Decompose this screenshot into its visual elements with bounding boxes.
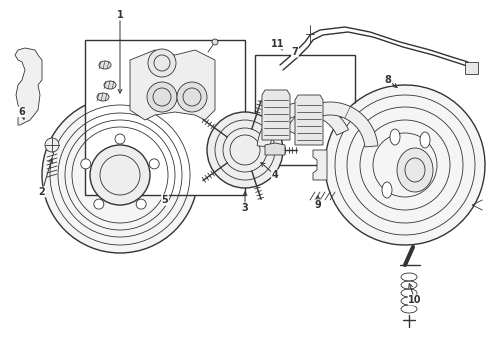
Text: 6: 6 <box>19 107 25 117</box>
Text: 5: 5 <box>162 195 168 205</box>
Ellipse shape <box>212 39 218 45</box>
Polygon shape <box>464 62 477 74</box>
Ellipse shape <box>90 145 150 205</box>
Ellipse shape <box>136 199 146 209</box>
Ellipse shape <box>177 82 206 112</box>
Ellipse shape <box>419 132 429 148</box>
Ellipse shape <box>206 112 283 188</box>
Bar <box>85 40 244 195</box>
Text: 4: 4 <box>271 170 278 180</box>
Ellipse shape <box>381 182 391 198</box>
Ellipse shape <box>97 93 109 101</box>
Text: 9: 9 <box>314 200 321 210</box>
Ellipse shape <box>104 81 116 89</box>
Text: 7: 7 <box>291 47 298 57</box>
Ellipse shape <box>149 159 159 169</box>
Text: 2: 2 <box>39 187 45 197</box>
Polygon shape <box>15 48 42 125</box>
Ellipse shape <box>42 97 198 253</box>
Ellipse shape <box>115 134 125 144</box>
Wedge shape <box>325 86 483 244</box>
Bar <box>254 55 354 165</box>
Polygon shape <box>257 102 348 147</box>
Text: 10: 10 <box>407 295 421 305</box>
Polygon shape <box>312 150 326 180</box>
Ellipse shape <box>148 49 176 77</box>
Text: 8: 8 <box>384 75 390 85</box>
Text: 11: 11 <box>271 39 284 49</box>
Ellipse shape <box>94 199 103 209</box>
Ellipse shape <box>147 82 177 112</box>
Polygon shape <box>130 50 215 120</box>
Polygon shape <box>264 143 285 155</box>
Ellipse shape <box>99 61 111 69</box>
Polygon shape <box>286 102 377 147</box>
Text: 1: 1 <box>116 10 123 20</box>
Polygon shape <box>262 90 289 140</box>
Ellipse shape <box>389 129 399 145</box>
Ellipse shape <box>396 148 432 192</box>
Ellipse shape <box>81 159 91 169</box>
Text: 3: 3 <box>241 203 248 213</box>
Ellipse shape <box>45 138 59 152</box>
Polygon shape <box>294 95 323 145</box>
